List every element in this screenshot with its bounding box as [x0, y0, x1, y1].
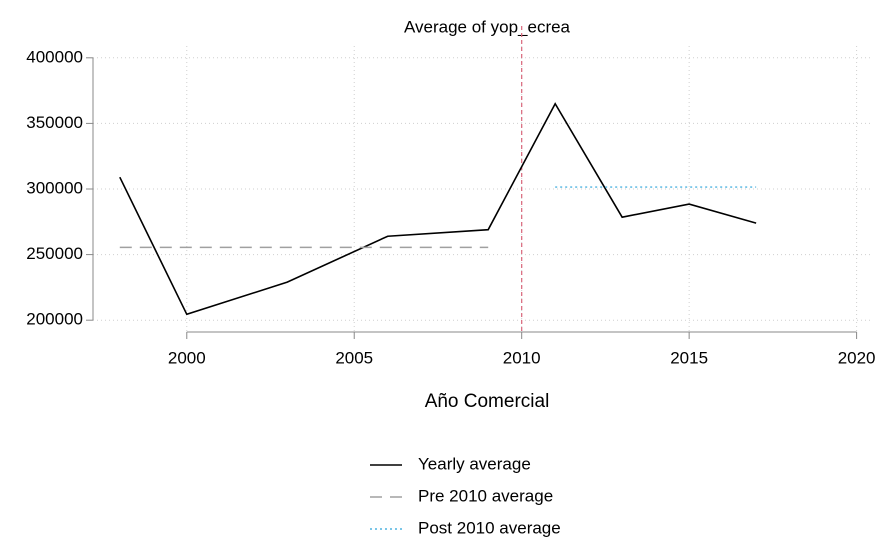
y-tick-label: 350000	[26, 113, 83, 132]
y-tick-label: 200000	[26, 310, 83, 329]
y-tick-label: 250000	[26, 244, 83, 263]
x-axis-label: Año Comercial	[425, 391, 550, 412]
x-tick-label: 2015	[670, 348, 708, 367]
y-tick-label: 300000	[26, 178, 83, 197]
chart-title: Average of yop_ecrea	[404, 17, 571, 36]
legend-label: Post 2010 average	[418, 518, 561, 537]
x-tick-label: 2020	[838, 348, 876, 367]
y-tick-label: 400000	[26, 47, 83, 66]
x-tick-label: 2000	[168, 348, 206, 367]
x-tick-label: 2010	[503, 348, 541, 367]
legend-label: Yearly average	[418, 454, 531, 473]
legend-label: Pre 2010 average	[418, 486, 553, 505]
x-tick-label: 2005	[335, 348, 373, 367]
data-line	[119, 102, 757, 316]
